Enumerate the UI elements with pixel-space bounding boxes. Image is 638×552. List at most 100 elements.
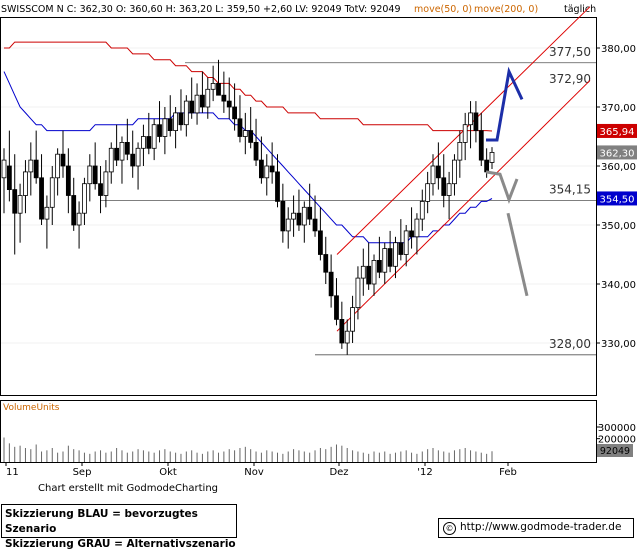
price-tag [597, 145, 637, 160]
price-tag-label: 362,30 [600, 148, 635, 159]
website-url: http://www.godmode-trader.de [460, 521, 622, 533]
candle-body [403, 230, 409, 255]
candle-body [194, 94, 200, 114]
candle-body [226, 100, 232, 108]
candle-body [435, 165, 441, 179]
candle-body [312, 218, 318, 232]
stock-chart: SWISSCOM N C: 362,30 O: 360,60 H: 363,20… [0, 4, 637, 478]
legend-grey: Skizzierung GRAU = Alternativszenario [5, 538, 236, 550]
candle-body [344, 330, 350, 344]
candle-body [387, 248, 393, 267]
y-tick-label: 360,00 [601, 162, 636, 173]
x-tick-label: Sep [73, 467, 92, 478]
candle-body [328, 271, 334, 297]
level-label: 328,00 [549, 337, 591, 351]
candle-body [200, 94, 205, 108]
candle-body [317, 230, 323, 255]
candle-body [173, 112, 179, 132]
candle-body [92, 165, 98, 185]
volume-panel-frame [0, 400, 597, 463]
volume-tick-label: 200000 [598, 435, 636, 446]
candle-body [462, 124, 468, 143]
candle-body [114, 147, 120, 161]
candle-body [360, 265, 366, 279]
candle-body [430, 165, 436, 185]
candle-body [141, 136, 146, 149]
candle-body [393, 242, 398, 267]
scenario-legend: Skizzierung BLAU = bevorzugtes Szenario … [1, 504, 237, 550]
candle-body [183, 100, 189, 126]
candle-body [248, 130, 254, 143]
chart-header: SWISSCOM N C: 362,30 O: 360,60 H: 363,20… [1, 4, 401, 15]
ma200-line [4, 41, 493, 132]
candle-body [441, 177, 447, 196]
y-tick-label: 370,00 [601, 103, 636, 114]
candle-body [452, 159, 457, 185]
price-tag-label: 365,94 [600, 127, 635, 138]
candle-body [409, 230, 414, 238]
candle-body [484, 159, 490, 173]
x-tick-label: Nov [244, 467, 264, 478]
candle-body [285, 218, 291, 232]
candle-body [339, 318, 345, 344]
candle-body [76, 212, 82, 226]
y-tick-label: 340,00 [601, 280, 636, 291]
candle-body [473, 112, 479, 132]
candle-body [82, 183, 87, 214]
period-label: täglich [564, 4, 596, 15]
price-tag-label: 354,50 [600, 194, 635, 205]
candle-body [108, 147, 114, 173]
candle-body [55, 153, 61, 179]
candle-body [71, 195, 77, 226]
candle-body [355, 277, 361, 309]
candle-body [468, 112, 473, 126]
x-tick-label: 11 [6, 467, 19, 478]
candle-body [253, 141, 259, 161]
candle-body [23, 171, 28, 196]
volume-tick-label: 300000 [598, 423, 636, 434]
volume-label: VolumeUnits [3, 403, 60, 413]
candle-body [98, 183, 103, 196]
candle-body [178, 112, 184, 126]
candle-body [350, 307, 355, 332]
ma50-line [3, 71, 493, 244]
candle-body [28, 159, 34, 173]
candle-body [65, 165, 71, 196]
x-tick-label: Feb [499, 467, 517, 478]
y-tick-label: 330,00 [601, 339, 636, 350]
candle-body [269, 165, 275, 173]
candle-body [291, 212, 296, 220]
candle-body [275, 171, 280, 202]
candle-body [425, 183, 431, 202]
candle-body [39, 177, 44, 220]
copyright-icon: © [443, 522, 456, 535]
x-tick-label: '12 [417, 467, 432, 478]
candle-body [6, 165, 12, 191]
candle-body [167, 118, 173, 132]
candle-body [489, 152, 495, 163]
scenario-grey-2 [506, 212, 529, 297]
scenario-blue [486, 66, 524, 142]
price-tag [597, 191, 637, 206]
candle-body [259, 159, 264, 179]
candle-body [12, 189, 18, 214]
candle-body [382, 248, 388, 273]
candle-body [457, 141, 463, 161]
candle-body [1, 159, 7, 179]
website-link[interactable]: © http://www.godmode-trader.de [438, 518, 634, 538]
candle-body [307, 206, 313, 220]
candle-body [135, 147, 141, 167]
candle-body [60, 153, 66, 167]
candle-body [334, 295, 339, 320]
candle-body [162, 118, 168, 137]
y-tick-label: 350,00 [601, 221, 636, 232]
candle-body [216, 83, 221, 96]
candle-body [146, 136, 152, 149]
x-tick-label: Okt [159, 467, 177, 478]
ma50-legend: move(50, 0) [414, 4, 472, 15]
candle-body [151, 124, 157, 149]
x-tick-label: Dez [329, 467, 348, 478]
chart-credit: Chart erstellt mit GodmodeCharting [38, 483, 218, 494]
legend-blue: Skizzierung BLAU = bevorzugtes Szenario [5, 508, 198, 535]
candle-body [49, 177, 55, 208]
